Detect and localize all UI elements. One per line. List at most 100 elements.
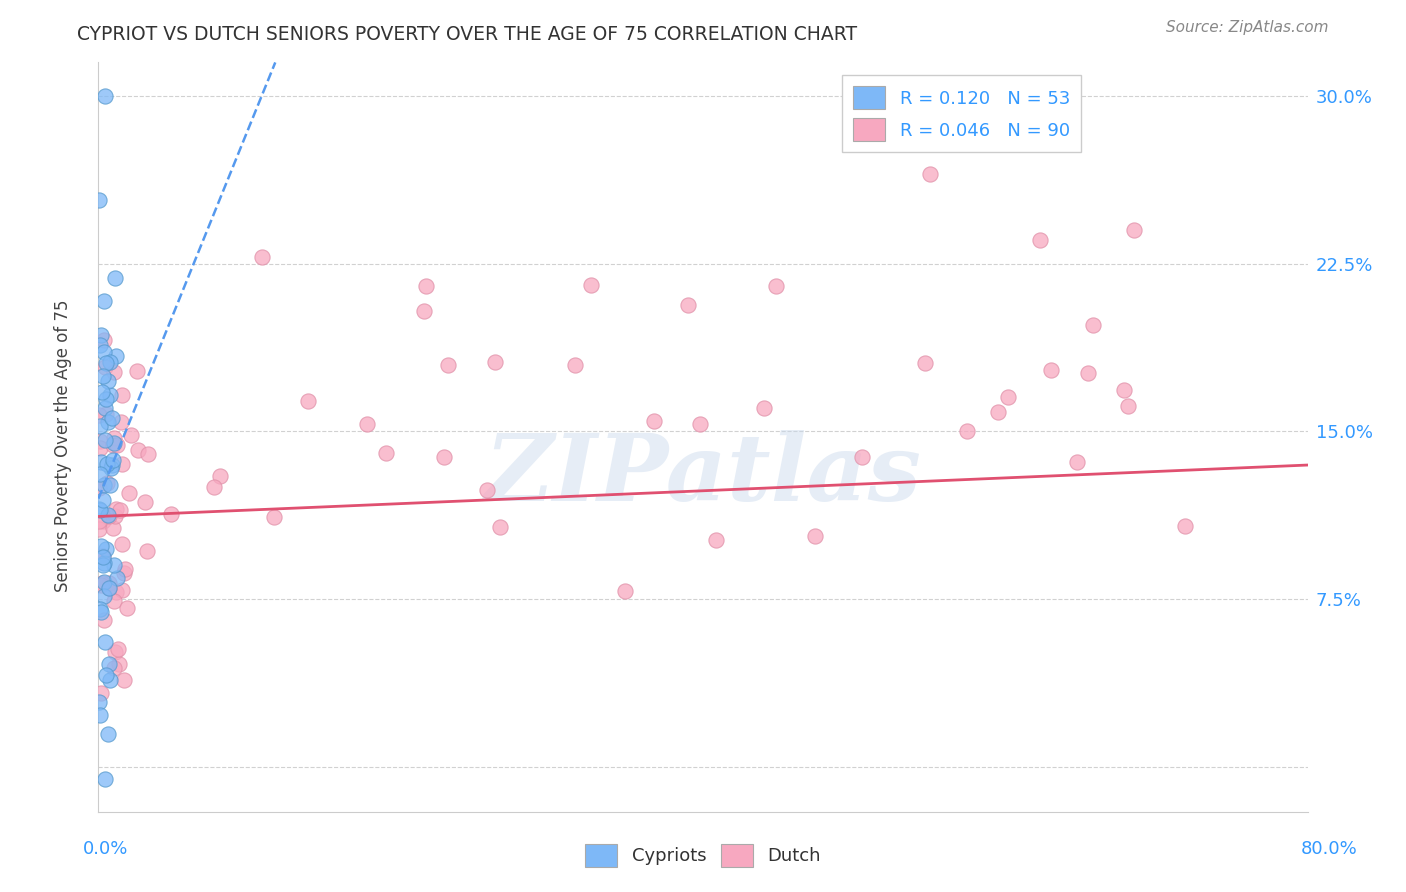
Point: [110, 457, 132, 471]
Point: [87, 695, 110, 709]
Point: [89, 337, 111, 351]
Point: [101, 410, 124, 425]
Point: [89, 418, 111, 433]
Point: [103, 645, 125, 659]
Point: [956, 424, 979, 438]
Point: [96, 541, 118, 556]
Point: [1174, 519, 1197, 533]
Point: [98, 673, 121, 687]
Point: [91, 576, 114, 591]
Point: [297, 393, 319, 408]
Point: [93, 613, 115, 627]
Point: [105, 349, 128, 363]
Point: [914, 356, 936, 370]
Point: [125, 364, 148, 378]
Point: [87, 515, 110, 529]
Point: [202, 480, 225, 494]
Point: [91, 549, 114, 563]
Point: [93, 345, 115, 359]
Point: [613, 584, 636, 599]
Point: [101, 458, 124, 473]
Point: [91, 549, 114, 564]
Point: [94, 407, 117, 421]
Point: [89, 601, 111, 615]
Text: 80.0%: 80.0%: [1301, 840, 1357, 858]
Point: [1066, 455, 1088, 469]
Point: [115, 601, 138, 615]
Point: [103, 594, 125, 608]
Point: [120, 427, 142, 442]
Point: [94, 434, 117, 448]
Point: [643, 414, 665, 428]
Point: [1039, 363, 1062, 377]
Point: [96, 476, 118, 491]
Point: [100, 461, 122, 475]
Point: [111, 537, 134, 551]
Point: [93, 635, 115, 649]
Point: [93, 333, 115, 347]
Point: [103, 436, 125, 450]
Point: [111, 388, 134, 402]
Point: [437, 359, 460, 373]
Point: [101, 438, 124, 452]
Point: [112, 566, 135, 580]
Point: [754, 401, 776, 416]
Point: [412, 303, 434, 318]
Point: [105, 571, 128, 585]
Point: [375, 446, 398, 460]
Point: [89, 503, 111, 517]
Point: [90, 606, 112, 620]
Legend: R = 0.120   N = 53, R = 0.046   N = 90: R = 0.120 N = 53, R = 0.046 N = 90: [842, 75, 1081, 153]
Point: [103, 558, 125, 572]
Point: [96, 458, 118, 472]
Point: [87, 501, 110, 516]
Point: [107, 641, 129, 656]
Point: [98, 508, 121, 523]
Point: [90, 384, 112, 399]
Text: ZIPatlas: ZIPatlas: [485, 430, 921, 519]
Point: [93, 514, 115, 528]
Point: [97, 576, 120, 591]
Point: [997, 390, 1019, 404]
Point: [89, 455, 111, 469]
Point: [209, 469, 232, 483]
Text: Source: ZipAtlas.com: Source: ZipAtlas.com: [1166, 20, 1329, 35]
Point: [94, 359, 117, 374]
Point: [91, 550, 114, 565]
Point: [101, 452, 124, 467]
Point: [108, 503, 131, 517]
Point: [104, 502, 127, 516]
Point: [1029, 233, 1052, 247]
Point: [765, 279, 787, 293]
Point: [704, 533, 727, 548]
Point: [87, 481, 110, 495]
Point: [415, 279, 437, 293]
Point: [263, 509, 285, 524]
Point: [1118, 399, 1140, 413]
Point: [1083, 318, 1105, 333]
Point: [117, 486, 139, 500]
Point: [564, 358, 586, 372]
Point: [489, 519, 512, 533]
Point: [97, 374, 120, 388]
Point: [89, 522, 111, 536]
Point: [89, 708, 111, 723]
Point: [136, 544, 159, 558]
Point: [87, 409, 110, 423]
Text: Seniors Poverty Over the Age of 75: Seniors Poverty Over the Age of 75: [55, 300, 72, 592]
Point: [89, 434, 111, 449]
Point: [94, 89, 117, 103]
Point: [98, 355, 121, 369]
Point: [103, 661, 125, 675]
Point: [108, 657, 131, 671]
Point: [93, 401, 115, 415]
Point: [579, 277, 602, 292]
Point: [97, 581, 120, 595]
Point: [112, 673, 135, 688]
Point: [1077, 366, 1099, 380]
Point: [127, 442, 149, 457]
Point: [93, 574, 115, 589]
Point: [93, 478, 115, 492]
Point: [138, 447, 160, 461]
Point: [90, 686, 112, 700]
